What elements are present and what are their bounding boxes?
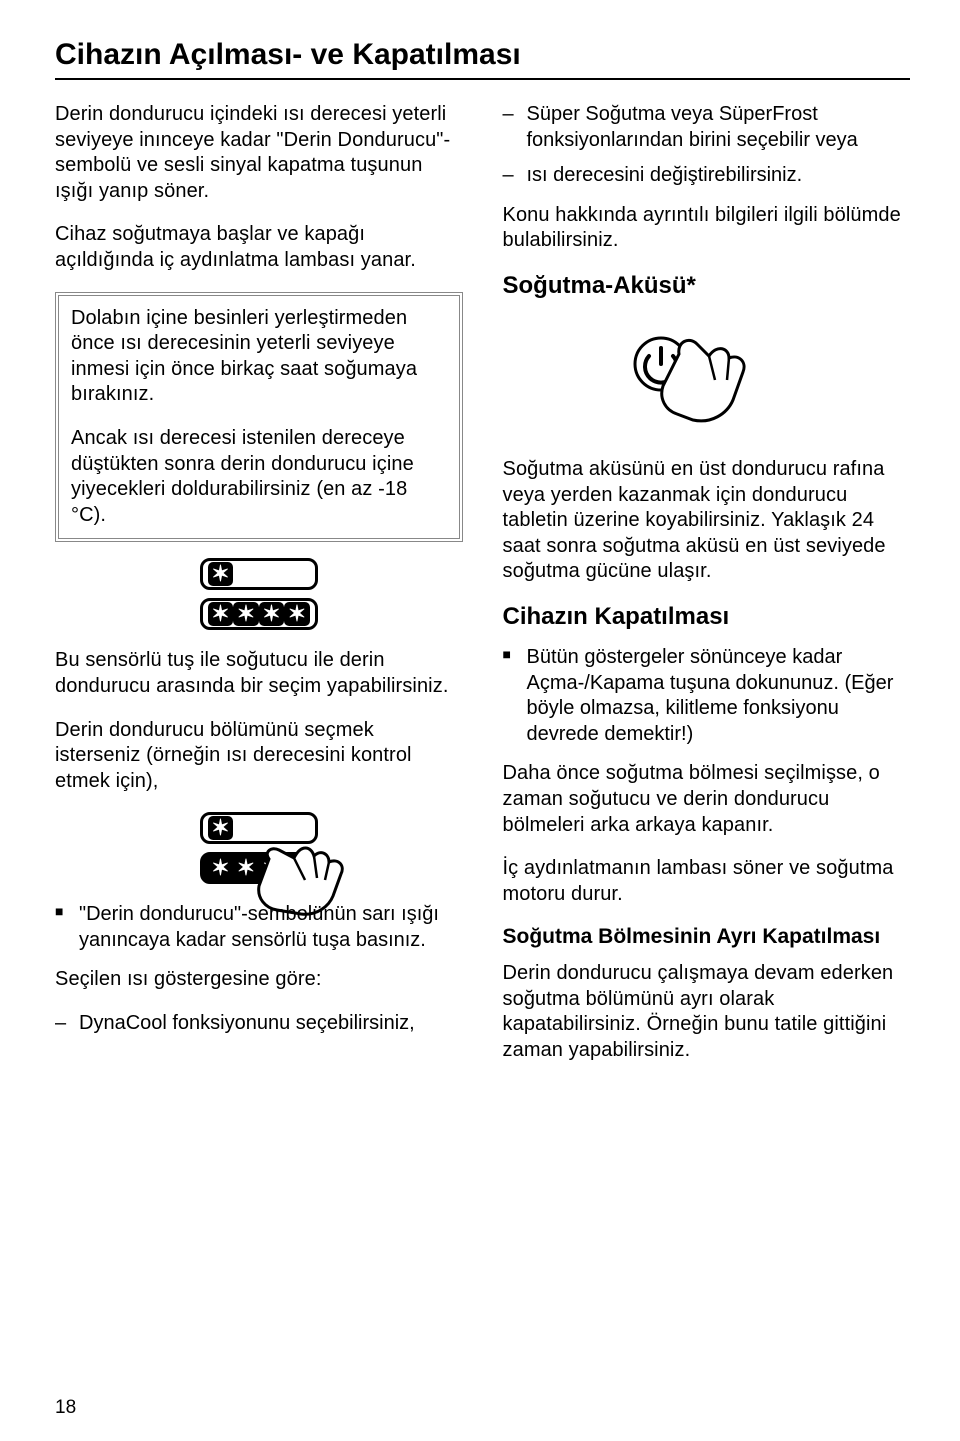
left-dash-1: DynaCool fonksiyonunu seçebilirsiniz,: [55, 1011, 463, 1037]
fridge-mode-button: ✶: [200, 558, 318, 590]
right-column: Süper Soğutma veya SüperFrost fonksiyonl…: [503, 102, 911, 1082]
cooling-battery-heading: Soğutma-Aküsü*: [503, 272, 911, 300]
right-para-1: Konu hakkında ayrıntılı bilgileri ilgili…: [503, 203, 911, 254]
title-rule: [55, 78, 910, 80]
mode-buttons-figure-1: ✶ ✶ ✶ ✶ ✶: [55, 558, 463, 630]
snowflake-icon: ✶: [208, 856, 234, 880]
snowflake-icon: ✶: [208, 816, 234, 840]
right-bullet-list: Bütün göstergeler sönünceye kadar Açma-/…: [503, 645, 911, 747]
switching-off-heading: Cihazın Kapatılması: [503, 603, 911, 631]
left-para-5: Seçilen ısı göstergesine göre:: [55, 967, 463, 993]
right-para-3: Daha önce soğutma bölmesi seçilmişse, o …: [503, 761, 911, 838]
right-dash-list: Süper Soğutma veya SüperFrost fonksiyonl…: [503, 102, 911, 189]
right-para-2: Soğutma aküsünü en üst dondurucu rafına …: [503, 457, 911, 585]
right-dash-1: Süper Soğutma veya SüperFrost fonksiyonl…: [503, 102, 911, 153]
snowflake-icon: ✶: [284, 602, 310, 626]
mode-buttons-with-hand-figure: ✶ ✶ ✶ ✶ ✶: [55, 812, 463, 884]
snowflake-icon: ✶: [233, 602, 259, 626]
page-number: 18: [55, 1397, 76, 1419]
left-para-4: Derin dondurucu bölümünü seçmek istersen…: [55, 718, 463, 795]
separate-switch-off-heading: Soğutma Bölmesinin Ayrı Kapatılması: [503, 925, 911, 949]
note-para-1: Dolabın içine besinleri yerleştirmeden ö…: [71, 306, 447, 408]
note-box: Dolabın içine besinleri yerleştirmeden ö…: [55, 292, 463, 543]
right-bullet-1: Bütün göstergeler sönünceye kadar Açma-/…: [503, 645, 911, 747]
left-bullet-1: "Derin dondurucu"-sembolünün sarı ışığı …: [55, 902, 463, 953]
left-bullet-list: "Derin dondurucu"-sembolünün sarı ışığı …: [55, 902, 463, 953]
right-para-5: Derin dondurucu çalışmaya devam ederken …: [503, 961, 911, 1063]
freezer-mode-button: ✶ ✶ ✶ ✶: [200, 598, 318, 630]
note-para-2: Ancak ısı derecesi istenilen dereceye dü…: [71, 426, 447, 528]
left-para-3: Bu sensörlü tuş ile soğutucu ile derin d…: [55, 648, 463, 699]
snowflake-icon: ✶: [259, 602, 285, 626]
power-button-hand-figure: [503, 314, 911, 439]
right-dash-2: ısı derecesini değiştirebilirsiniz.: [503, 163, 911, 189]
left-dash-list: DynaCool fonksiyonunu seçebilirsiniz,: [55, 1011, 463, 1037]
page-title: Cihazın Açılması- ve Kapatılması: [55, 38, 910, 72]
content-columns: Derin dondurucu içindeki ısı derecesi ye…: [55, 102, 910, 1082]
snowflake-icon: ✶: [208, 602, 234, 626]
left-column: Derin dondurucu içindeki ısı derecesi ye…: [55, 102, 463, 1082]
left-para-2: Cihaz soğutmaya başlar ve kapağı açıldığ…: [55, 222, 463, 273]
right-para-4: İç aydınlatmanın lambası söner ve soğutm…: [503, 856, 911, 907]
left-para-1: Derin dondurucu içindeki ısı derecesi ye…: [55, 102, 463, 204]
snowflake-icon: ✶: [208, 562, 234, 586]
